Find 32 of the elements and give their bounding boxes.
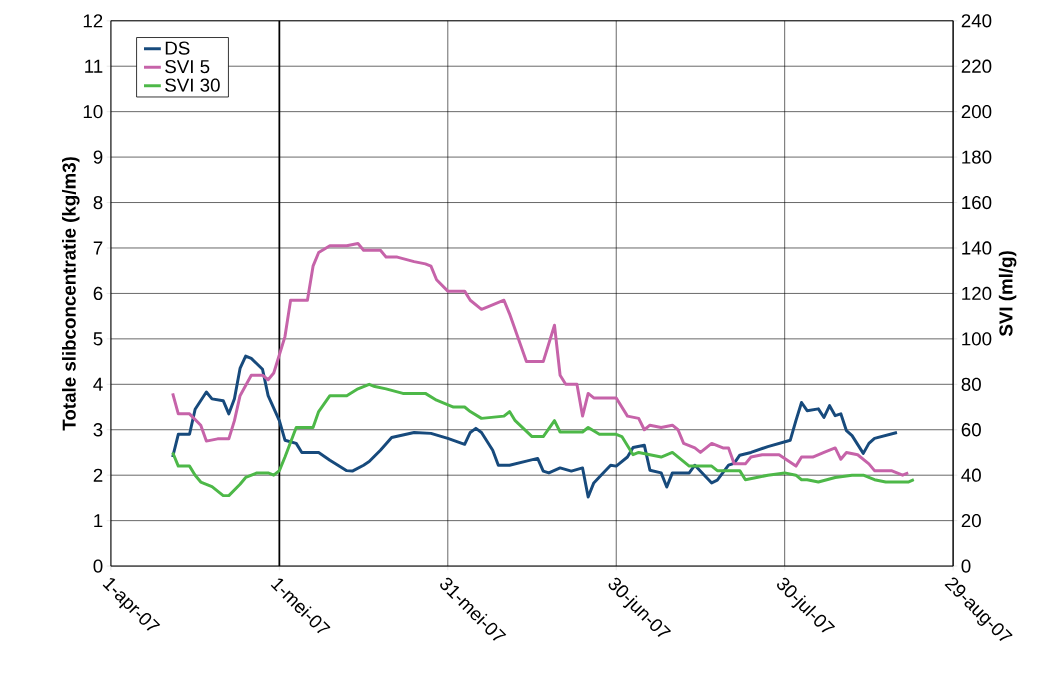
y2-tick-label: 120	[962, 286, 992, 301]
y-tick-label: 11	[85, 59, 103, 73]
y-axis-title: Totale slibconcentratie (kg/m3)	[62, 157, 80, 431]
y-tick-label: 5	[93, 332, 103, 346]
y-tick-label: 0	[93, 559, 103, 573]
y2-tick-label: 40	[961, 468, 981, 482]
y-tick-label: 9	[93, 150, 103, 164]
y-tick-label: 8	[93, 195, 103, 210]
y2-tick-label: 160	[962, 195, 992, 210]
y-tick-label: 2	[93, 468, 103, 482]
y2-tick-label: 200	[961, 105, 992, 119]
y-tick-label: 3	[93, 423, 103, 437]
y2-tick-label: 0	[961, 559, 971, 573]
y2-axis-title: SVI (ml/g)	[998, 251, 1017, 337]
y-tick-label: 7	[93, 241, 103, 255]
y2-tick-label: 220	[961, 59, 992, 73]
legend-label: SVI 5	[165, 60, 210, 74]
y-tick-label: 1	[94, 514, 103, 528]
y2-tick-label: 240	[961, 14, 992, 28]
y2-tick-label: 140	[962, 241, 992, 255]
line-series	[171, 354, 899, 499]
y-tick-label: 6	[93, 286, 103, 301]
legend-label: DS	[165, 41, 190, 55]
y2-tick-label: 60	[961, 423, 981, 437]
legend-label: SVI 30	[165, 78, 220, 92]
y2-tick-label: 180	[962, 150, 992, 164]
y2-tick-label: 80	[961, 377, 981, 391]
y-tick-label: 10	[83, 105, 103, 119]
y2-tick-label: 100	[962, 332, 992, 346]
y-tick-label: 12	[83, 14, 103, 28]
y-tick-label: 4	[93, 377, 103, 391]
y2-tick-label: 20	[961, 514, 981, 528]
